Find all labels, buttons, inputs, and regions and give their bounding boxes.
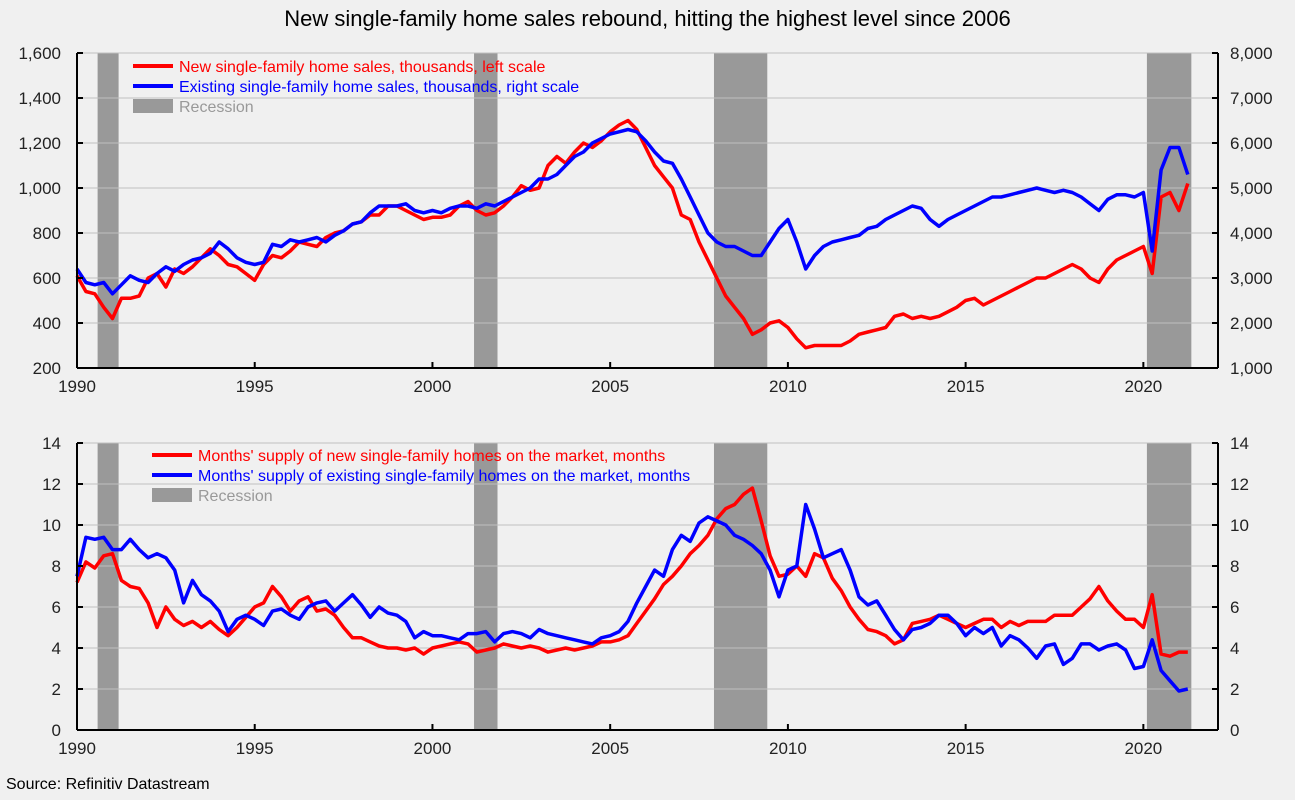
legend-swatch-box xyxy=(152,488,192,502)
x-tick-label: 2010 xyxy=(769,739,807,758)
y-tick-label-right: 2 xyxy=(1230,680,1239,699)
y-tick-label-right: 3,000 xyxy=(1230,269,1273,288)
y-tick-label-left: 1,600 xyxy=(18,44,61,63)
recession-band xyxy=(97,443,119,730)
y-tick-label-right: 5,000 xyxy=(1230,179,1273,198)
y-tick-label-left: 4 xyxy=(52,639,61,658)
x-tick-label: 2015 xyxy=(947,739,985,758)
y-tick-label-left: 200 xyxy=(33,359,61,378)
recession-band xyxy=(474,53,498,368)
y-tick-label-right: 2,000 xyxy=(1230,314,1273,333)
chart-panel-2: 0 2 4 6 8 10 12 14 0 2 4 6 8 10 12 14 1990 1995 2000 2005 20… xyxy=(42,434,1249,758)
x-tick-label: 2020 xyxy=(1124,377,1162,396)
y-tick-label-right: 8 xyxy=(1230,557,1239,576)
y-tick-label-left: 6 xyxy=(52,598,61,617)
x-tick-label: 2015 xyxy=(947,377,985,396)
x-tick-label: 1995 xyxy=(236,739,274,758)
y-tick-label-left: 1,000 xyxy=(18,179,61,198)
x-tick-label: 1990 xyxy=(58,377,96,396)
series-line-new xyxy=(75,118,1190,350)
chart-panel-1: 200 400 600 800 1,000 1,200 1,400 1,600 1,000 2,0… xyxy=(18,44,1272,396)
y-tick-label-right: 8,000 xyxy=(1230,44,1273,63)
legend-label: Recession xyxy=(198,488,273,505)
x-tick-label: 2010 xyxy=(769,377,807,396)
y-tick-label-right: 6,000 xyxy=(1230,134,1273,153)
y-tick-label-right: 10 xyxy=(1230,516,1249,535)
chart-title: New single-family home sales rebound, hi… xyxy=(284,6,1011,31)
legend-label: Months' supply of existing single-family… xyxy=(198,468,690,485)
y-tick-label-left: 0 xyxy=(52,721,61,740)
legend: Months' supply of new single-family home… xyxy=(152,448,690,505)
y-tick-label-left: 800 xyxy=(33,224,61,243)
recession-band xyxy=(713,53,768,368)
x-tick-label: 2005 xyxy=(591,377,629,396)
legend-label: Recession xyxy=(179,99,254,116)
y-tick-label-right: 4,000 xyxy=(1230,224,1273,243)
y-tick-label-left: 600 xyxy=(33,269,61,288)
recession-band xyxy=(713,443,768,730)
x-tick-label: 1995 xyxy=(236,377,274,396)
y-tick-label-right: 7,000 xyxy=(1230,89,1273,108)
recession-band xyxy=(474,443,498,730)
y-tick-label-left: 8 xyxy=(52,557,61,576)
x-tick-label: 2020 xyxy=(1124,739,1162,758)
recession-band xyxy=(1146,443,1192,730)
y-tick-label-right: 14 xyxy=(1230,434,1249,453)
y-tick-label-left: 14 xyxy=(42,434,61,453)
y-tick-label-left: 400 xyxy=(33,314,61,333)
y-tick-label-left: 1,400 xyxy=(18,89,61,108)
series-line-existing xyxy=(75,127,1190,296)
y-tick-label-left: 12 xyxy=(42,475,61,494)
series-line-existing xyxy=(75,502,1189,693)
legend: New single-family home sales, thousands,… xyxy=(133,59,579,116)
series-line-new xyxy=(75,486,1188,658)
legend-label: New single-family home sales, thousands,… xyxy=(179,59,545,76)
y-tick-label-right: 0 xyxy=(1230,721,1239,740)
y-tick-label-left: 1,200 xyxy=(18,134,61,153)
legend-label: Existing single-family home sales, thous… xyxy=(179,79,579,96)
y-tick-label-right: 4 xyxy=(1230,639,1239,658)
y-tick-label-right: 6 xyxy=(1230,598,1239,617)
recession-band xyxy=(97,53,119,368)
y-tick-label-left: 10 xyxy=(42,516,61,535)
recession-band xyxy=(1146,53,1192,368)
y-tick-label-right: 1,000 xyxy=(1230,359,1273,378)
source-note: Source: Refinitiv Datastream xyxy=(6,776,210,793)
legend-label: Months' supply of new single-family home… xyxy=(198,448,665,465)
x-tick-label: 2000 xyxy=(414,739,452,758)
x-tick-label: 2005 xyxy=(591,739,629,758)
y-tick-label-right: 12 xyxy=(1230,475,1249,494)
x-tick-label: 2000 xyxy=(414,377,452,396)
y-tick-label-left: 2 xyxy=(52,680,61,699)
legend-swatch-box xyxy=(133,99,173,113)
x-tick-label: 1990 xyxy=(58,739,96,758)
